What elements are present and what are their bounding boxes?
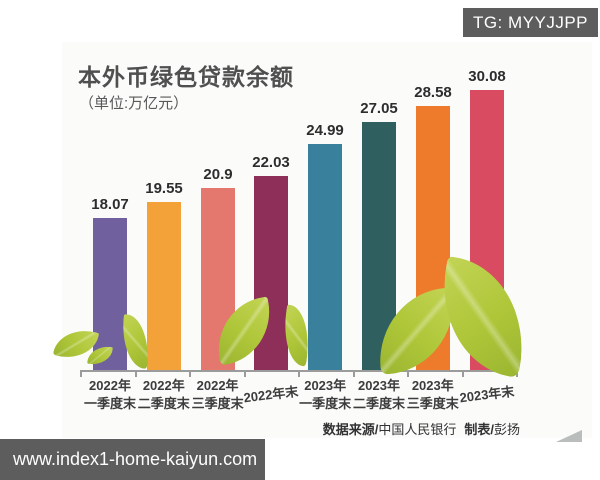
credit-value: 彭扬 — [493, 423, 520, 438]
bar-value-label: 19.55 — [145, 180, 183, 197]
x-axis-tick — [189, 372, 191, 377]
x-axis-label: 2023年 三季度末 — [406, 378, 459, 412]
credit-label: 制表/ — [464, 422, 494, 437]
x-axis-label: 2023年 二季度末 — [352, 378, 405, 412]
bar-value-label: 24.99 — [306, 122, 344, 139]
bar-value-label: 30.08 — [468, 68, 506, 85]
x-axis-tick — [516, 372, 518, 377]
bar — [308, 144, 342, 371]
source-value: 中国人民银行 — [378, 423, 457, 438]
source-credit: 数据来源/中国人民银行 制表/彭扬 — [323, 419, 520, 438]
x-axis-label: 2022年 二季度末 — [137, 378, 190, 412]
bar-value-label: 18.07 — [91, 196, 129, 213]
x-axis-label: 2023年 一季度末 — [299, 378, 352, 412]
bar-value-label: 20.9 — [203, 166, 233, 183]
x-axis-tick — [80, 372, 82, 377]
chart-unit-label: （单位:万亿元） — [79, 95, 189, 112]
x-axis-tick — [243, 372, 246, 377]
watermark-bottom: www.index1-home-kaiyun.com — [0, 439, 265, 480]
source-label: 数据来源/ — [322, 422, 379, 437]
x-axis-line — [80, 370, 518, 372]
x-axis-label: 2022年 一季度末 — [83, 378, 136, 412]
bar-value-label: 22.03 — [252, 154, 290, 171]
chart-title: 本外币绿色贷款余额 — [78, 64, 294, 90]
bar — [93, 218, 127, 371]
bar — [147, 202, 181, 371]
x-axis-tick — [461, 372, 464, 377]
x-axis-tick — [352, 372, 355, 377]
watermark-top: TG: MYYJJPP — [463, 8, 598, 37]
bars-container: 18.07 19.55 20.9 22.03 24.99 27.05 28.58 30.08 — [91, 68, 543, 371]
x-axis-tick — [134, 372, 137, 377]
bar-value-label: 28.58 — [414, 84, 452, 101]
x-axis-tick — [298, 372, 300, 377]
page-curl-decoration — [556, 430, 582, 442]
x-axis-label: 2022年 三季度末 — [191, 378, 244, 412]
bar-value-label: 27.05 — [360, 100, 398, 117]
x-axis-tick — [407, 372, 409, 377]
